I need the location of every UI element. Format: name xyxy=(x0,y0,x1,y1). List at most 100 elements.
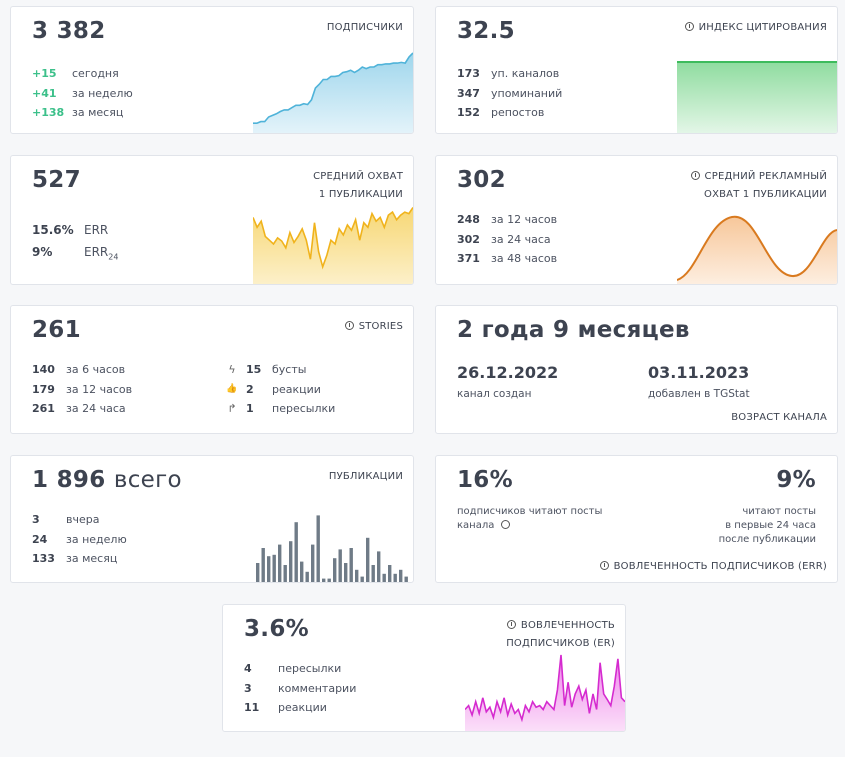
sparkline-area xyxy=(465,654,625,731)
stories-stat-boosts: ϟ 15 бусты xyxy=(224,360,335,380)
engagement-label: ВОВЛЕЧЕННОСТЬ ПОДПИСЧИКОВ (ERR) xyxy=(599,558,827,576)
row-value: +138 xyxy=(32,106,65,119)
reach-value: 527 xyxy=(32,167,81,193)
bar xyxy=(316,515,320,582)
reach-rows: 15.6% ERR 9% ERR24 xyxy=(32,219,118,268)
subscribers-row-week: +41 за неделю xyxy=(32,84,133,104)
ad-reach-row: 302 за 24 часа xyxy=(457,232,551,246)
sparkline-area xyxy=(253,207,413,284)
stories-rows: 140 за 6 часов 179 за 12 часов 261 за 24 ча… xyxy=(32,360,132,419)
bar xyxy=(399,569,403,582)
bar xyxy=(322,578,326,582)
sparkline-line xyxy=(253,207,413,270)
bar xyxy=(388,565,392,582)
info-icon[interactable] xyxy=(690,171,700,180)
stories-row: 140 за 6 часов xyxy=(32,363,126,376)
subscribers-row-month: +138 за месяц xyxy=(32,103,133,123)
bar xyxy=(404,576,408,582)
bar xyxy=(344,563,348,582)
citation-sparkline xyxy=(677,61,837,133)
engagement-right-text: читают посты в первые 24 часа после публ… xyxy=(718,506,816,545)
bar xyxy=(327,578,331,582)
forward-icon: ↱ xyxy=(227,402,237,415)
er-sparkline xyxy=(465,654,625,731)
info-icon[interactable] xyxy=(506,620,516,629)
bar xyxy=(393,573,397,582)
ad-reach-label: СРЕДНИЙ РЕКЛАМНЫЙ ОХВАТ 1 ПУБЛИКАЦИИ xyxy=(690,168,827,204)
posts-row: 3 вчера xyxy=(32,513,100,526)
reach-row-err: 15.6% ERR xyxy=(32,223,109,237)
citation-value: 32.5 xyxy=(457,18,515,44)
bar xyxy=(305,571,309,582)
citation-row: 347 упоминаний xyxy=(457,86,563,100)
bar xyxy=(349,548,353,582)
bar xyxy=(267,556,271,582)
bar xyxy=(311,544,315,582)
bar xyxy=(355,569,359,582)
citation-card[interactable]: 32.5 ИНДЕКС ЦИТИРОВАНИЯ 173 уп. каналов 3… xyxy=(435,6,838,134)
subscribers-value: 3 382 xyxy=(32,18,106,44)
er-card[interactable]: 3.6% ВОВЛЕЧЕННОСТЬ ПОДПИСЧИКОВ (ER) 4 пере… xyxy=(222,604,626,732)
info-icon[interactable] xyxy=(684,22,694,31)
posts-label: ПУБЛИКАЦИИ xyxy=(328,471,403,482)
row-text: за неделю xyxy=(72,86,133,100)
ad-reach-curve xyxy=(677,215,837,284)
citation-label: ИНДЕКС ЦИТИРОВАНИЯ xyxy=(684,19,827,37)
help-icon[interactable] xyxy=(500,520,510,529)
channel-age-card[interactable]: 2 года 9 месяцев 26.12.2022 канал создан… xyxy=(435,305,838,434)
bar xyxy=(294,522,298,582)
reach-sparkline xyxy=(253,207,413,284)
stories-row: 261 за 24 часа xyxy=(32,402,126,415)
bar xyxy=(338,549,342,582)
sparkline-line xyxy=(465,654,625,723)
bar xyxy=(261,548,265,582)
reach-card[interactable]: 527 СРЕДНИЙ ОХВАТ 1 ПУБЛИКАЦИИ 15.6% ERR 9… xyxy=(10,155,414,285)
engagement-err-card[interactable]: 16% подписчиков читают посты канала 9% ч… xyxy=(435,455,838,583)
lightning-icon: ϟ xyxy=(228,363,236,376)
row-text: за месяц xyxy=(72,106,124,119)
citation-rows: 173 уп. каналов 347 упоминаний 152 репостов xyxy=(457,64,562,123)
row-value: +15 xyxy=(32,67,57,80)
citation-row: 173 уп. каналов xyxy=(457,67,560,80)
posts-value: 1 896 всего xyxy=(32,467,182,493)
bar xyxy=(371,565,375,582)
stories-stat-forwards: ↱ 1 пересылки xyxy=(224,399,335,419)
posts-card[interactable]: 1 896 всего ПУБЛИКАЦИИ 3 вчера 24 за недел… xyxy=(10,455,414,583)
ad-reach-rows: 248 за 12 часов 302 за 24 часа 371 за 48 ча… xyxy=(457,210,557,269)
posts-bar-chart xyxy=(256,515,408,582)
age-value: 2 года 9 месяцев xyxy=(457,317,690,343)
row-value: +41 xyxy=(32,86,57,100)
bar xyxy=(272,554,276,582)
engagement-left-text: подписчиков читают посты канала xyxy=(457,506,603,531)
stories-stat-reactions: 👍 2 реакции xyxy=(224,380,335,400)
bar xyxy=(289,541,293,582)
info-icon[interactable] xyxy=(344,321,354,330)
stories-card[interactable]: 261 STORIES 140 за 6 часов 179 за 12 часов… xyxy=(10,305,414,434)
info-icon[interactable] xyxy=(599,561,609,570)
er-rows: 4 пересылки 3 комментарии 11 реакции xyxy=(244,659,356,718)
added-label: добавлен в TGStat xyxy=(648,388,750,400)
ad-reach-row: 248 за 12 часов xyxy=(457,213,558,226)
bar xyxy=(283,565,287,582)
er-row: 4 пересылки xyxy=(244,662,342,675)
reach-row-err24: 9% ERR24 xyxy=(32,245,119,262)
posts-rows: 3 вчера 24 за неделю 133 за месяц xyxy=(32,510,127,569)
bar xyxy=(278,544,282,582)
ad-reach-row: 371 за 48 часов xyxy=(457,252,558,265)
bar xyxy=(366,537,370,582)
er-row: 3 комментарии xyxy=(244,681,357,695)
added-date: 03.11.2023 xyxy=(648,363,750,382)
subscribers-rows: +15 сегодня +41 за неделю +138 за месяц xyxy=(32,64,133,123)
subscribers-card[interactable]: 3 382 ПОДПИСЧИКИ +15 сегодня +41 за неделю… xyxy=(10,6,414,134)
bar xyxy=(300,561,304,582)
stories-row: 179 за 12 часов xyxy=(32,382,133,396)
stories-stats: ϟ 15 бусты 👍 2 реакции ↱ 1 пересылки xyxy=(224,360,335,419)
engagement-right-value: 9% xyxy=(776,467,816,493)
citation-row: 152 репостов xyxy=(457,106,545,119)
stories-value: 261 xyxy=(32,317,81,343)
er-row: 11 реакции xyxy=(244,701,327,714)
row-text: сегодня xyxy=(72,67,119,80)
er-label: ВОВЛЕЧЕННОСТЬ ПОДПИСЧИКОВ (ER) xyxy=(506,620,615,649)
ad-reach-card[interactable]: 302 СРЕДНИЙ РЕКЛАМНЫЙ ОХВАТ 1 ПУБЛИКАЦИИ … xyxy=(435,155,838,285)
subscribers-row-today: +15 сегодня xyxy=(32,64,133,84)
